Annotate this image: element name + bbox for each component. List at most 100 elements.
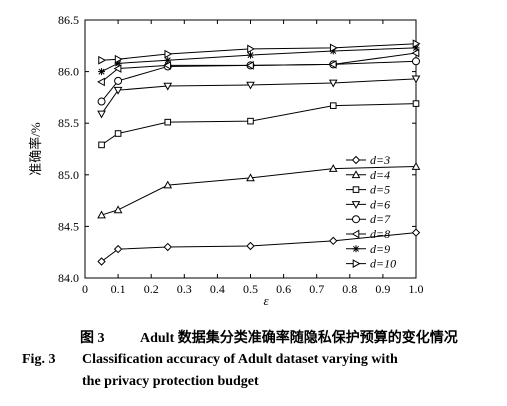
series-line <box>101 52 417 83</box>
legend-label: d=3 <box>370 153 390 167</box>
legend-marker <box>352 245 360 253</box>
y-tick-label: 85.5 <box>58 116 79 130</box>
legend-marker <box>351 155 361 165</box>
caption-en-line1: Fig. 3 Classification accuracy of Adult d… <box>22 352 398 368</box>
data-point <box>246 241 255 251</box>
data-point <box>411 162 421 170</box>
data-point <box>163 180 173 189</box>
x-tick-label: 0 <box>82 282 88 296</box>
data-point-stroke <box>413 44 419 51</box>
y-tick-labels: 84.0 84.5 85.0 85.5 86.0 86.5 <box>58 13 79 285</box>
x-tick-label: 1.0 <box>409 282 424 296</box>
legend-label: d=6 <box>370 197 390 211</box>
data-point-stroke <box>247 52 254 59</box>
chart: 84.0 84.5 85.0 85.5 86.0 86.5 0 0.1 0.2 0.3 0.4 0.… <box>28 13 424 308</box>
y-axis-title: 准确率/% <box>28 122 43 176</box>
caption-cn: 图 3 Adult 数据集分类准确率随隐私保护预算的变化情况 <box>80 327 458 347</box>
series-group <box>97 39 421 266</box>
data-point <box>247 117 254 125</box>
data-point <box>412 100 420 107</box>
y-tick-label: 85.0 <box>58 168 79 182</box>
legend-item: d=7 <box>346 212 391 226</box>
series-line <box>101 232 417 262</box>
data-point <box>114 59 122 67</box>
plot-area <box>84 19 417 279</box>
series-line <box>101 166 417 216</box>
caption-cn-label: 图 3 <box>80 331 105 346</box>
data-point-stroke <box>115 60 122 67</box>
data-point <box>114 54 123 64</box>
data-point <box>411 228 421 237</box>
legend-label: d=9 <box>370 242 390 256</box>
data-point <box>412 39 421 49</box>
data-point <box>98 141 105 149</box>
series-d=4 <box>97 162 421 219</box>
legend-label: d=5 <box>370 183 390 197</box>
data-point <box>329 43 338 53</box>
legend-marker <box>352 186 360 193</box>
series-line <box>101 78 417 115</box>
legend: d=3d=4d=5d=6d=7d=8d=9d=10 <box>346 153 396 271</box>
data-point <box>113 205 123 214</box>
data-point <box>113 244 123 254</box>
legend-item: d=4 <box>346 168 390 182</box>
legend-item: d=9 <box>346 242 390 256</box>
x-tick-labels: 0 0.1 0.2 0.3 0.4 0.5 0.6 0.7 0.8 0.9 1.0 <box>82 282 424 296</box>
data-point <box>328 60 337 69</box>
caption-en-text1: Classification accuracy of Adult dataset… <box>82 352 398 367</box>
data-point <box>163 242 172 252</box>
legend-label: d=4 <box>370 168 390 182</box>
legend-marker <box>351 229 360 239</box>
legend-marker <box>352 215 360 224</box>
caption-cn-text: Adult 数据集分类准确率随隐私保护预算的变化情况 <box>140 331 458 346</box>
caption-en-line2: the privacy protection budget <box>82 374 259 390</box>
x-tick-label: 0.7 <box>309 282 324 296</box>
x-tick-label: 0.3 <box>177 282 192 296</box>
data-point <box>329 236 338 246</box>
data-point <box>97 257 106 266</box>
x-tick-label: 0.1 <box>111 282 126 296</box>
data-point <box>164 56 172 64</box>
series-d=6 <box>97 75 421 119</box>
legend-label: d=7 <box>370 212 391 226</box>
legend-label: d=10 <box>370 257 396 271</box>
data-point <box>246 81 255 90</box>
data-point <box>163 82 173 91</box>
x-tick-label: 0.6 <box>276 282 291 296</box>
x-tick-label: 0.4 <box>210 282 225 296</box>
axis-ticks <box>84 19 417 279</box>
y-tick-label: 86.0 <box>58 65 79 79</box>
data-point <box>247 44 256 54</box>
data-point <box>328 164 338 172</box>
data-point <box>97 210 106 219</box>
data-point <box>114 76 123 85</box>
series-line <box>101 43 417 61</box>
x-tick-label: 0.2 <box>144 282 159 296</box>
data-point-stroke <box>98 68 105 75</box>
legend-marker-stroke <box>353 245 359 252</box>
legend-item: d=5 <box>346 183 390 197</box>
legend-item: d=8 <box>346 227 390 241</box>
x-tick-label: 0.5 <box>243 282 258 296</box>
data-point <box>329 102 337 109</box>
series-d=10 <box>98 39 421 65</box>
x-tick-label: 0.9 <box>375 282 390 296</box>
data-point <box>328 79 338 88</box>
caption-en-text2: the privacy protection budget <box>82 374 259 389</box>
data-point <box>98 68 106 76</box>
data-point <box>98 55 107 65</box>
legend-label: d=8 <box>370 227 390 241</box>
x-tick-label: 0.8 <box>342 282 357 296</box>
data-point <box>164 49 173 59</box>
y-tick-label: 86.5 <box>58 13 79 27</box>
data-point <box>97 110 106 119</box>
data-point <box>97 77 105 87</box>
legend-item: d=3 <box>346 153 390 167</box>
series-d=3 <box>97 228 421 266</box>
caption-en-label: Fig. 3 <box>22 352 56 367</box>
y-tick-label: 84.5 <box>58 219 79 233</box>
series-line <box>101 103 417 146</box>
legend-item: d=6 <box>346 197 390 211</box>
data-point <box>246 173 255 182</box>
data-point <box>245 61 254 70</box>
